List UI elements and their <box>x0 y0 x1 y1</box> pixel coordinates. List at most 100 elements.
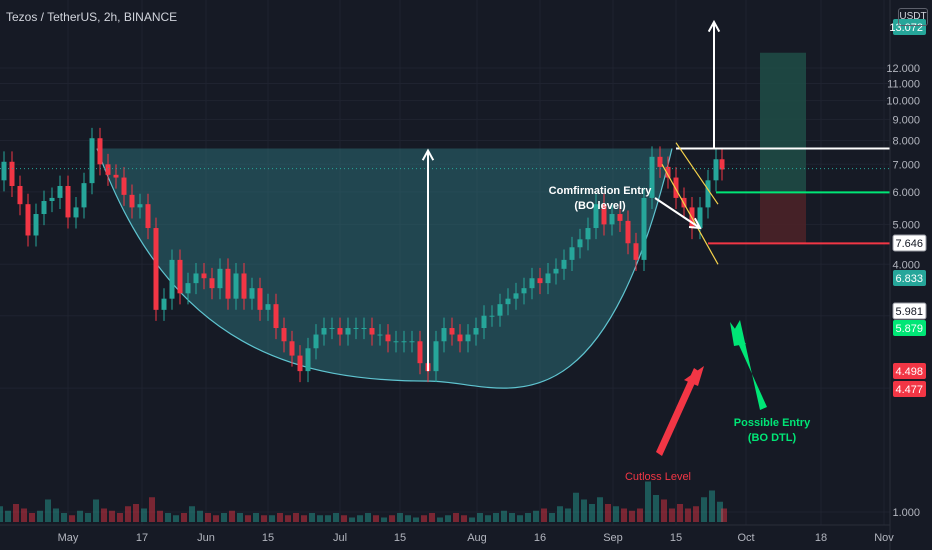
price-tag: 5.981 <box>892 302 927 320</box>
candle-body <box>17 185 23 205</box>
volume-bar <box>389 515 395 522</box>
volume-bar <box>453 513 459 522</box>
candle-body <box>705 180 711 208</box>
candle-body <box>633 243 639 260</box>
volume-bar <box>325 515 331 522</box>
volume-bar <box>253 513 259 522</box>
volume-bar <box>101 508 107 522</box>
x-tick-label: Aug <box>467 532 487 544</box>
volume-bar <box>85 513 91 522</box>
volume-bar <box>637 508 643 522</box>
price-axis[interactable]: 12.000 11.000 10.000 9.000 8.000 7.000 6.000 5.… <box>886 63 920 519</box>
cup-fill <box>97 148 672 389</box>
volume-bar <box>181 513 187 522</box>
channel-upper-line[interactable] <box>675 142 719 205</box>
volume-bar <box>429 513 435 522</box>
volume-bar <box>693 506 699 522</box>
volume-bar <box>581 499 587 522</box>
cup-pattern <box>96 148 673 389</box>
volume-bar <box>621 508 627 522</box>
price-tag-bg <box>893 381 926 397</box>
candle-body <box>513 293 519 299</box>
channel-lower-line[interactable] <box>661 164 719 265</box>
candle-body <box>433 341 439 372</box>
candle-body <box>33 214 39 236</box>
price-tag-label: 5.981 <box>895 306 923 318</box>
candle-body <box>719 159 725 170</box>
candle-body <box>529 278 535 289</box>
volume-bar <box>405 515 411 522</box>
candle-body <box>305 348 311 372</box>
candle-body <box>329 328 335 330</box>
volume-bar <box>381 517 387 522</box>
price-tag-bg <box>892 302 927 320</box>
volume-bar <box>205 513 211 522</box>
candle-body <box>673 177 679 198</box>
volume-bar <box>285 515 291 522</box>
volume-bar <box>709 490 715 522</box>
candle-body <box>617 214 623 221</box>
level-lines[interactable] <box>0 142 890 265</box>
volume-bar <box>653 495 659 522</box>
volume-bar <box>213 515 219 522</box>
x-tick-label: Jun <box>197 532 215 544</box>
candle-body <box>665 166 671 178</box>
possible-entry-line1: Possible Entry <box>734 417 811 429</box>
candle-body <box>281 328 287 342</box>
price-tag-bg <box>893 270 926 286</box>
candle-body <box>521 288 527 294</box>
candle-body <box>57 185 63 198</box>
currency-unit-button[interactable]: USDT <box>898 8 928 26</box>
volume-bar <box>645 481 651 522</box>
candle-body <box>409 341 415 343</box>
chart-title: Tezos / TetherUS, 2h, BINANCE <box>6 10 178 24</box>
volume-bar <box>533 510 539 522</box>
volume-bar <box>613 506 619 522</box>
volume-bar <box>469 517 475 522</box>
volume-bar <box>61 513 67 522</box>
candle-body <box>249 288 255 299</box>
candle-body <box>241 273 247 299</box>
volume-bar <box>721 508 727 522</box>
x-tick-label: Jul <box>333 532 347 544</box>
annotation-arrows <box>421 19 767 456</box>
x-tick-label: 17 <box>136 532 148 544</box>
y-tick-label: 9.000 <box>892 114 920 126</box>
volume-bar <box>245 515 251 522</box>
volume-bar <box>669 508 675 522</box>
candle-body <box>417 341 423 364</box>
candle-body <box>625 220 631 244</box>
candle-body <box>385 334 391 342</box>
volume-bar <box>629 510 635 522</box>
cutloss-arrow-head <box>684 366 704 386</box>
x-tick-label: 15 <box>262 532 274 544</box>
candle-body <box>713 159 719 181</box>
volume-bar <box>541 508 547 522</box>
candle-body <box>41 201 47 215</box>
volume-bar <box>589 504 595 522</box>
time-axis[interactable]: May 17 Jun 15 Jul 15 Aug 16 Sep 15 Oct 18 Nov <box>58 532 895 544</box>
x-tick-label: Oct <box>737 532 754 544</box>
confirmation-pointer-head <box>688 217 702 230</box>
price-tag-label: 6.833 <box>895 273 923 285</box>
candle-body <box>217 268 223 289</box>
volume-bar <box>77 510 83 522</box>
volume-bar <box>53 508 59 522</box>
price-tag: 7.646 <box>892 234 927 252</box>
price-series <box>1 127 725 383</box>
volume-bar <box>157 510 163 522</box>
volume-bar <box>485 515 491 522</box>
candle-body <box>233 273 239 299</box>
volume-bar <box>309 513 315 522</box>
candle-body <box>649 156 655 198</box>
price-tag-bg <box>892 234 927 252</box>
confirmation-entry-line2: (BO level) <box>574 200 626 212</box>
candle-body <box>657 156 663 167</box>
candle-body <box>49 197 55 202</box>
candle-body <box>481 315 487 329</box>
candle-body <box>337 328 343 335</box>
candle-body <box>545 273 551 284</box>
volume-bar <box>261 515 267 522</box>
x-tick-label: Sep <box>603 532 623 544</box>
